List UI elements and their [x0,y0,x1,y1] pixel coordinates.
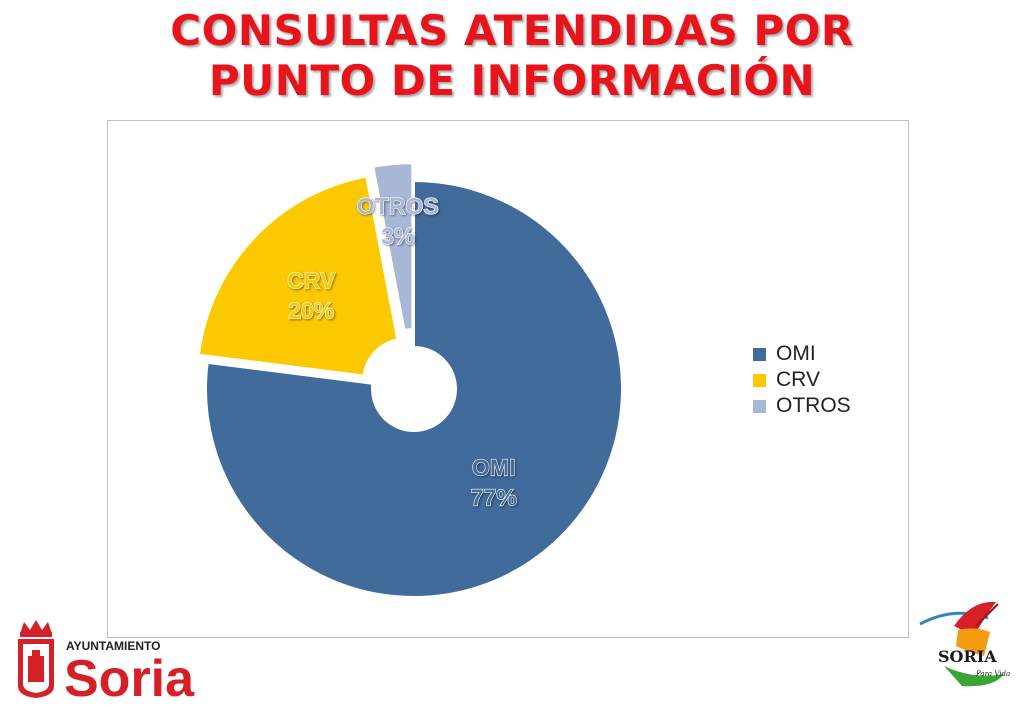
data-label-omi: OMI 77% [471,454,517,510]
pie-chart: OMI 77% CRV 20% OTROS 3% [197,162,623,598]
data-label-line: OMI [472,454,515,480]
data-label-crv: CRV 20% [287,268,336,324]
slice-omi [205,179,623,598]
data-label-line: 77% [471,484,517,510]
legend-label-omi: OMI [776,342,816,365]
slice-otros [372,162,414,331]
slice-crv [197,175,399,377]
soria-para-vida-logo: SORIA Para Vida [914,596,1019,691]
legend-swatch-crv [753,373,766,387]
legend-item-otros: OTROS [753,393,851,419]
page-title: CONSULTAS ATENDIDAS POR PUNTO DE INFORMA… [0,6,1024,106]
legend-item-crv: CRV [753,367,851,393]
chart-area: OMI 77% CRV 20% OTROS 3% OMI CRV OTROS [107,120,909,638]
logo-left-line2: Soria [64,650,195,700]
ayuntamiento-soria-logo: AYUNTAMIENTO Soria [14,616,224,708]
logo-right-line2: Para Vida [975,670,1010,678]
logo-left-line1: AYUNTAMIENTO [66,639,160,653]
data-label-line: 3% [381,223,414,249]
legend-label-otros: OTROS [776,394,851,417]
chart-legend: OMI CRV OTROS [753,341,851,419]
data-label-line: 20% [288,298,334,324]
legend-label-crv: CRV [776,368,820,391]
legend-item-omi: OMI [753,341,851,367]
title-line-2: PUNTO DE INFORMACIÓN [208,56,816,105]
data-label-otros: OTROS 3% [357,193,439,249]
legend-swatch-otros [753,399,766,413]
title-line-1: CONSULTAS ATENDIDAS POR [170,6,854,55]
data-label-line: CRV [287,268,336,294]
legend-swatch-omi [753,347,766,361]
data-label-line: OTROS [357,193,439,219]
logo-right-line1: SORIA [938,647,997,666]
